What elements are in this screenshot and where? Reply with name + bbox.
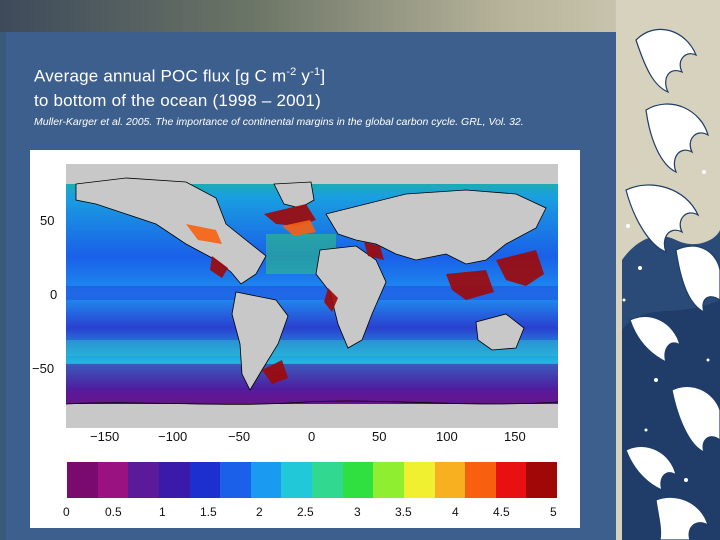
- colorbar-segment: [189, 462, 221, 498]
- colorbar-segment: [158, 462, 190, 498]
- colorbar-tick-label: 2.5: [297, 505, 314, 519]
- colorbar-segment: [434, 462, 466, 498]
- colorbar-segment: [495, 462, 527, 498]
- x-tick-label: −100: [158, 429, 188, 444]
- title-line-1: Average annual POC flux [g C m-2 y-1]: [34, 66, 326, 86]
- colorbar-segment: [312, 462, 343, 498]
- x-tick-label: 100: [436, 429, 458, 444]
- colorbar-tick-label: 3.5: [395, 505, 412, 519]
- colorbar-tick-label: 5: [550, 505, 557, 519]
- colorbar-tick-label: 1: [159, 505, 166, 519]
- colorbar-segment: [465, 462, 496, 498]
- map-figure: 50 0 −50: [30, 150, 580, 528]
- colorbar-segment: [342, 462, 374, 498]
- x-tick-label: −50: [228, 429, 251, 444]
- colorbar-segment: [250, 462, 282, 498]
- colorbar-tick-label: 0.5: [105, 505, 122, 519]
- colorbar-segment: [403, 462, 435, 498]
- citation: Muller-Karger et al. 2005. The importanc…: [34, 116, 524, 128]
- slide-title: Average annual POC flux [g C m-2 y-1] to…: [34, 60, 325, 113]
- colorbar-tick-label: 2: [256, 505, 263, 519]
- colorbar-tick-label: 4.5: [493, 505, 510, 519]
- y-tick-label: −50: [32, 361, 55, 376]
- colorbar-segment: [67, 462, 98, 498]
- x-tick-label: 50: [372, 429, 387, 444]
- title-line-2: to bottom of the ocean (1998 – 2001): [34, 90, 321, 110]
- colorbar-segment: [220, 462, 251, 498]
- colorbar-segment: [128, 462, 159, 498]
- y-tick-label: 50: [40, 213, 55, 228]
- y-tick-label: 0: [50, 287, 58, 302]
- colorbar: [67, 462, 557, 498]
- colorbar-tick-label: 3: [354, 505, 361, 519]
- colorbar-tick-label: 4: [452, 505, 459, 519]
- slide-top-band: [0, 0, 720, 32]
- x-tick-label: 150: [504, 429, 526, 444]
- slide-left-edge: [0, 32, 6, 540]
- colorbar-segment: [526, 462, 557, 498]
- colorbar-segment: [373, 462, 404, 498]
- colorbar-tick-label: 1.5: [200, 505, 217, 519]
- poc-flux-map: [66, 164, 558, 428]
- x-tick-label: 0: [308, 429, 316, 444]
- colorbar-segment: [97, 462, 129, 498]
- colorbar-tick-label: 0: [63, 505, 70, 519]
- x-tick-label: −150: [90, 429, 120, 444]
- colorbar-segment: [281, 462, 312, 498]
- wave-decoration: [616, 0, 720, 540]
